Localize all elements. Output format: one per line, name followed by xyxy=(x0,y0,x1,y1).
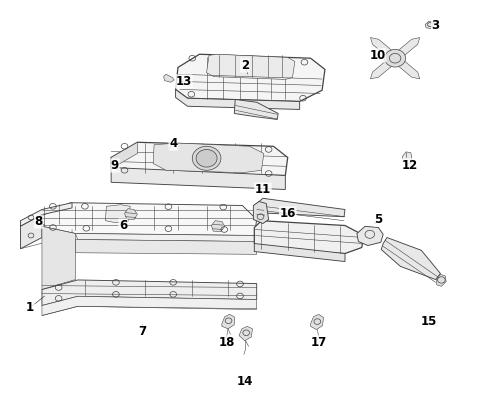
Polygon shape xyxy=(381,237,441,280)
Text: 2: 2 xyxy=(240,59,249,72)
Polygon shape xyxy=(357,226,383,245)
Polygon shape xyxy=(392,56,420,79)
Text: 13: 13 xyxy=(176,75,192,88)
Polygon shape xyxy=(371,37,398,61)
Polygon shape xyxy=(234,100,278,119)
Polygon shape xyxy=(164,74,174,82)
Polygon shape xyxy=(437,274,446,287)
Polygon shape xyxy=(206,54,295,79)
Polygon shape xyxy=(153,143,264,172)
Polygon shape xyxy=(425,21,435,29)
Circle shape xyxy=(196,150,217,167)
Polygon shape xyxy=(211,221,225,231)
Circle shape xyxy=(384,50,406,67)
Polygon shape xyxy=(21,215,42,249)
Text: 10: 10 xyxy=(369,49,385,62)
Text: 7: 7 xyxy=(138,325,146,338)
Text: 18: 18 xyxy=(219,336,235,349)
Polygon shape xyxy=(42,296,257,316)
Polygon shape xyxy=(42,226,75,289)
Text: 6: 6 xyxy=(119,219,127,232)
Polygon shape xyxy=(222,314,234,329)
Text: 9: 9 xyxy=(111,159,119,172)
Text: 14: 14 xyxy=(237,375,253,388)
Text: 1: 1 xyxy=(26,301,34,314)
Polygon shape xyxy=(111,168,285,189)
Polygon shape xyxy=(21,203,72,226)
Text: 12: 12 xyxy=(401,159,418,172)
Text: 8: 8 xyxy=(35,215,43,228)
Polygon shape xyxy=(254,221,364,253)
Polygon shape xyxy=(111,142,288,175)
Text: 3: 3 xyxy=(432,19,440,32)
Polygon shape xyxy=(402,152,412,164)
Polygon shape xyxy=(371,56,398,79)
Polygon shape xyxy=(75,239,257,254)
Polygon shape xyxy=(253,202,269,224)
Polygon shape xyxy=(42,203,257,235)
Polygon shape xyxy=(239,326,252,341)
Text: 17: 17 xyxy=(311,336,327,349)
Polygon shape xyxy=(392,37,420,61)
Polygon shape xyxy=(176,54,325,102)
Polygon shape xyxy=(75,233,257,241)
Text: 11: 11 xyxy=(255,183,271,196)
Polygon shape xyxy=(254,243,345,262)
Text: 16: 16 xyxy=(279,207,296,220)
Polygon shape xyxy=(111,142,137,169)
Polygon shape xyxy=(42,280,257,305)
Polygon shape xyxy=(106,205,130,223)
Polygon shape xyxy=(176,89,300,110)
Circle shape xyxy=(192,146,221,170)
Text: 5: 5 xyxy=(374,213,383,226)
Polygon shape xyxy=(124,209,137,220)
Text: 15: 15 xyxy=(420,315,437,328)
Text: 4: 4 xyxy=(169,137,177,150)
Polygon shape xyxy=(311,314,324,330)
Polygon shape xyxy=(254,198,345,217)
